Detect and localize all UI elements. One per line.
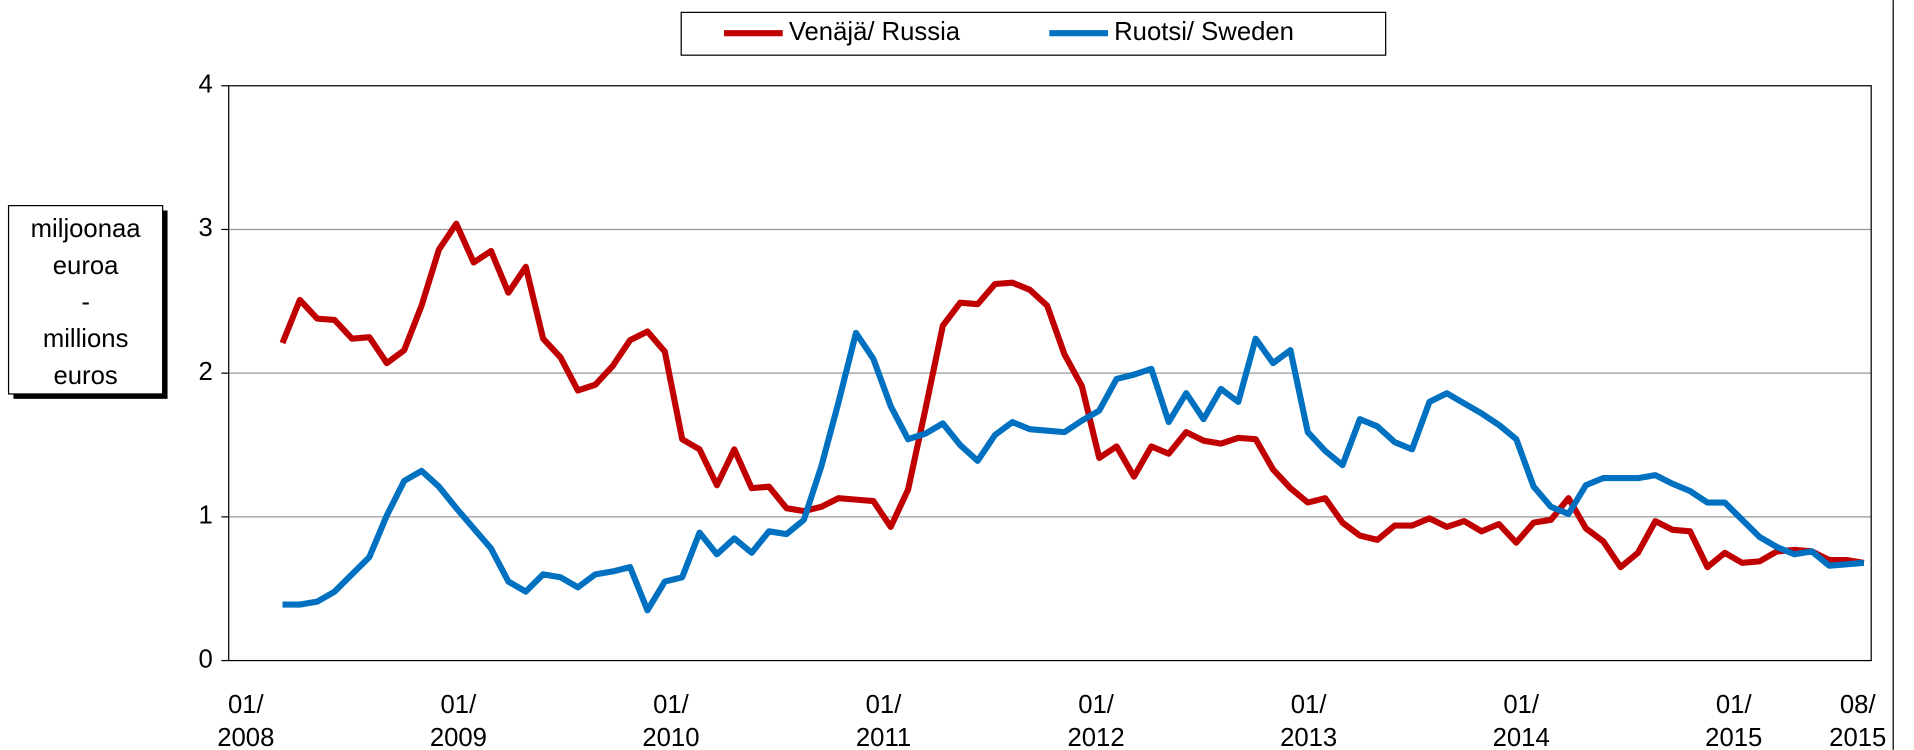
x-tick-label: 01/2015 [1705, 691, 1762, 750]
x-tick-label: 01/2008 [217, 691, 274, 750]
legend-label: Venäjä/ Russia [789, 18, 961, 46]
x-tick-label: 08/2015 [1829, 691, 1886, 750]
y-tick-label: 4 [199, 71, 213, 99]
x-tick-label: 01/2009 [430, 691, 487, 750]
x-tick-label: 01/2014 [1493, 691, 1550, 750]
x-tick-label: 01/2013 [1280, 691, 1337, 750]
y-axis-label: miljoonaa euroa - millions euros [31, 215, 142, 390]
x-tick-label: 01/2012 [1068, 691, 1125, 750]
y-tick-label: 0 [199, 645, 213, 673]
y-tick-label: 1 [199, 502, 213, 530]
legend-label: Ruotsi/ Sweden [1114, 18, 1294, 46]
series-line [282, 329, 1865, 614]
legend-box [680, 11, 1387, 56]
x-tick-label: 01/2010 [642, 691, 699, 750]
y-axis-label-line: euros [54, 362, 118, 390]
y-axis-label-line: miljoonaa [31, 215, 142, 243]
ylabel-box [7, 205, 164, 395]
series-line [279, 220, 1865, 571]
y-axis-label-line: - [81, 288, 90, 316]
y-tick-label: 2 [199, 358, 213, 386]
x-tick-label: 01/2011 [856, 691, 911, 750]
y-axis-label-line: millions [43, 325, 129, 353]
y-axis-label-line: euroa [53, 252, 119, 280]
plot-area [228, 85, 1872, 662]
y-tick-label: 3 [199, 214, 213, 242]
